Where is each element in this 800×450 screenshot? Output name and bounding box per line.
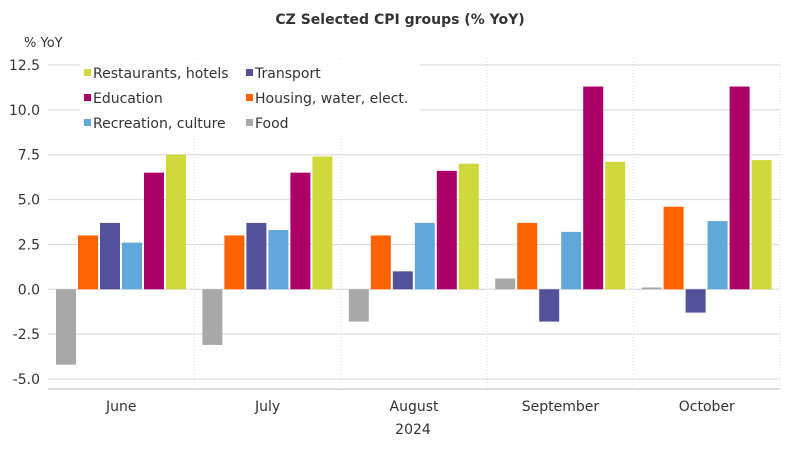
legend-swatch — [246, 94, 253, 101]
bar-transport-september — [539, 289, 560, 322]
y-tick-label: 5.0 — [18, 193, 40, 209]
bar-housing-water-elect--july — [224, 235, 245, 290]
x-tick-label: June — [105, 399, 137, 415]
legend-label: Recreation, culture — [93, 116, 226, 132]
y-tick-label: 7.5 — [18, 148, 40, 164]
bar-housing-water-elect--october — [663, 206, 684, 290]
bar-recreation-culture-june — [122, 242, 142, 290]
legend-label: Education — [93, 91, 163, 107]
bar-recreation-culture-october — [707, 221, 728, 290]
bar-food-june — [56, 289, 76, 365]
bar-restaurants-hotels-september — [605, 161, 626, 290]
bar-education-july — [290, 172, 311, 290]
y-tick-label: 2.5 — [18, 237, 40, 253]
x-tick-label: September — [522, 399, 600, 415]
bar-food-august — [348, 289, 369, 322]
legend-swatch — [246, 119, 253, 126]
legend-swatch — [84, 119, 91, 126]
y-tick-label: 0.0 — [18, 282, 40, 298]
bar-education-august — [436, 170, 457, 290]
bar-transport-july — [246, 222, 267, 290]
bar-housing-water-elect--september — [517, 222, 538, 290]
legend-swatch — [246, 69, 253, 76]
x-tick-label: July — [254, 399, 280, 415]
legend-label: Housing, water, elect. — [255, 91, 408, 107]
bar-restaurants-hotels-august — [458, 163, 479, 290]
bar-recreation-culture-september — [561, 231, 582, 290]
bar-food-july — [202, 289, 223, 345]
bar-food-september — [495, 278, 516, 290]
bar-transport-october — [685, 289, 706, 313]
y-tick-label: -5.0 — [13, 372, 40, 388]
legend-label: Food — [255, 116, 289, 132]
legend-swatch — [84, 69, 91, 76]
y-axis-label: % YoY — [24, 36, 63, 51]
y-tick-label: -2.5 — [13, 327, 40, 343]
legend-label: Transport — [254, 66, 321, 82]
bar-transport-june — [100, 222, 120, 290]
bar-transport-august — [392, 271, 413, 290]
x-axis-label: 2024 — [395, 422, 431, 438]
bar-recreation-culture-august — [414, 222, 435, 290]
bar-housing-water-elect--june — [78, 235, 98, 290]
bar-recreation-culture-july — [268, 230, 289, 290]
bar-housing-water-elect--august — [370, 235, 391, 290]
bar-restaurants-hotels-july — [312, 156, 333, 290]
bar-education-june — [144, 172, 164, 290]
y-tick-label: 12.5 — [9, 58, 40, 74]
bar-education-october — [729, 86, 750, 290]
bar-restaurants-hotels-june — [166, 154, 186, 290]
x-tick-label: August — [390, 399, 440, 415]
x-tick-label: October — [679, 399, 735, 415]
bar-education-september — [583, 86, 604, 290]
legend-swatch — [84, 94, 91, 101]
legend-label: Restaurants, hotels — [93, 66, 229, 82]
bar-restaurants-hotels-october — [751, 160, 772, 290]
bar-food-october — [641, 287, 662, 290]
chart-title: CZ Selected CPI groups (% YoY) — [275, 12, 524, 28]
y-tick-label: 10.0 — [9, 103, 40, 119]
